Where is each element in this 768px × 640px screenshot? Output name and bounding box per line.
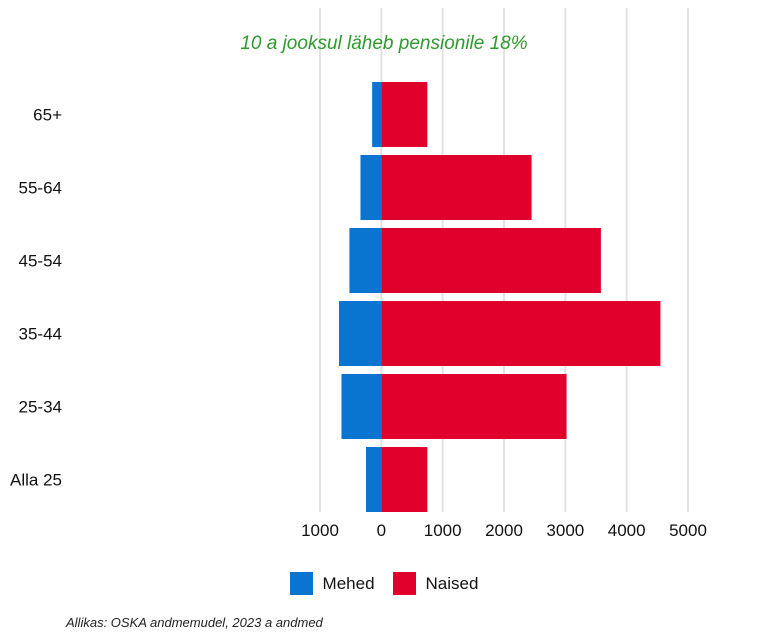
bar-mehed-35-44 (339, 301, 382, 366)
chart-subtitle: 10 a jooksul läheb pensionile 18% (240, 33, 528, 54)
x-tick-label-6: 5000 (669, 521, 707, 540)
bar-naised-65- (381, 82, 428, 147)
bar-mehed-25-34 (341, 374, 382, 439)
legend-item-mehed: Mehed (289, 572, 375, 595)
source-note: Allikas: OSKA andmemudel, 2023 a andmed (66, 615, 323, 630)
y-tick-label-45-54: 45-54 (19, 252, 62, 271)
legend-label-mehed: Mehed (322, 573, 375, 593)
bar-naised-35-44 (381, 301, 661, 366)
bar-naised-25-34 (381, 374, 567, 439)
x-tick-label-3: 2000 (485, 521, 523, 540)
bar-mehed-65- (372, 82, 382, 147)
bar-mehed-alla-25 (366, 447, 382, 512)
x-tick-label-1: 0 (377, 521, 386, 540)
legend-label-naised: Naised (425, 573, 479, 593)
y-tick-label-alla-25: Alla 25 (10, 471, 62, 490)
bar-naised-alla-25 (381, 447, 428, 512)
y-tick-label-55-64: 55-64 (19, 179, 62, 198)
x-tick-label-2: 1000 (424, 521, 462, 540)
legend-swatch-mehed (289, 572, 313, 595)
bar-mehed-45-54 (349, 228, 382, 293)
legend-swatch-naised (392, 572, 416, 595)
bar-naised-45-54 (381, 228, 601, 293)
legend-item-naised: Naised (392, 572, 479, 595)
y-tick-label-65-: 65+ (33, 106, 62, 125)
y-tick-label-25-34: 25-34 (19, 398, 62, 417)
x-tick-label-5: 4000 (608, 521, 646, 540)
x-tick-label-4: 3000 (546, 521, 584, 540)
bar-naised-55-64 (381, 155, 532, 220)
bar-mehed-55-64 (360, 155, 382, 220)
y-tick-label-35-44: 35-44 (19, 325, 62, 344)
legend: Mehed Naised (0, 572, 768, 595)
x-tick-label-0: 1000 (301, 521, 339, 540)
